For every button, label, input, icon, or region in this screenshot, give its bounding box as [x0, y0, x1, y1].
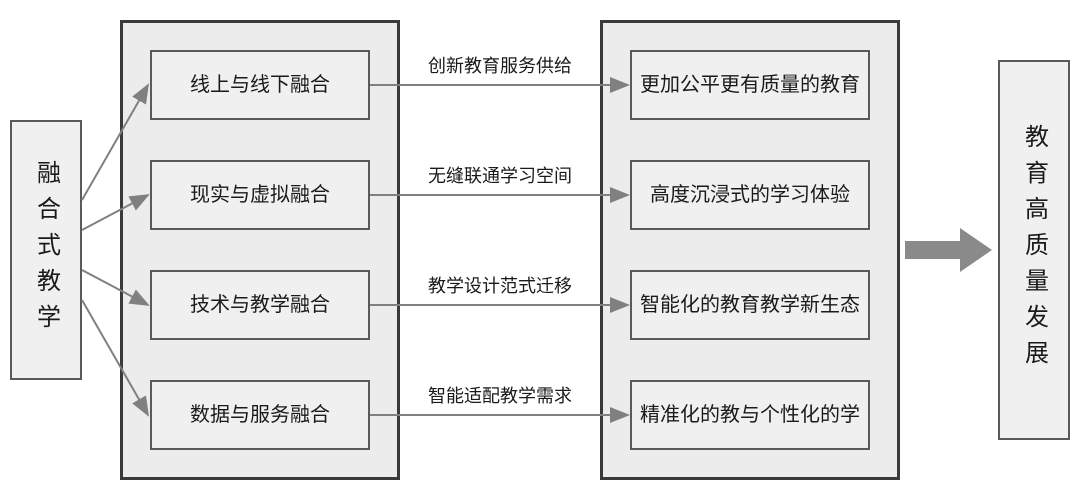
right-node-3-text: 精准化的教与个性化的学 — [632, 400, 868, 430]
diagram-root: 融合式教学 线上与线下融合 更加公平更有质量的教育 创新教育服务供给 现实与虚拟… — [0, 0, 1080, 500]
target-text: 教育高质量发展 — [1017, 62, 1052, 438]
left-node-3: 数据与服务融合 — [150, 380, 370, 450]
right-node-0: 更加公平更有质量的教育 — [630, 50, 870, 120]
right-node-3: 精准化的教与个性化的学 — [630, 380, 870, 450]
left-node-3-text: 数据与服务融合 — [182, 400, 338, 430]
left-node-1: 现实与虚拟融合 — [150, 160, 370, 230]
right-node-1: 高度沉浸式的学习体验 — [630, 160, 870, 230]
right-node-2: 智能化的教育教学新生态 — [630, 270, 870, 340]
edge-label-2: 教学设计范式迁移 — [428, 272, 572, 298]
source-box: 融合式教学 — [10, 120, 82, 380]
right-node-0-text: 更加公平更有质量的教育 — [632, 70, 868, 100]
left-node-2: 技术与教学融合 — [150, 270, 370, 340]
left-node-2-text: 技术与教学融合 — [182, 290, 338, 320]
right-node-1-text: 高度沉浸式的学习体验 — [642, 180, 858, 210]
edge-label-1: 无缝联通学习空间 — [428, 162, 572, 188]
big-arrow — [905, 228, 992, 272]
left-node-0-text: 线上与线下融合 — [182, 70, 338, 100]
source-text: 融合式教学 — [29, 122, 64, 378]
target-box: 教育高质量发展 — [998, 60, 1070, 440]
right-node-2-text: 智能化的教育教学新生态 — [632, 290, 868, 320]
edge-label-0: 创新教育服务供给 — [428, 52, 572, 78]
left-node-1-text: 现实与虚拟融合 — [182, 180, 338, 210]
left-node-0: 线上与线下融合 — [150, 50, 370, 120]
edge-label-3: 智能适配教学需求 — [428, 382, 572, 408]
